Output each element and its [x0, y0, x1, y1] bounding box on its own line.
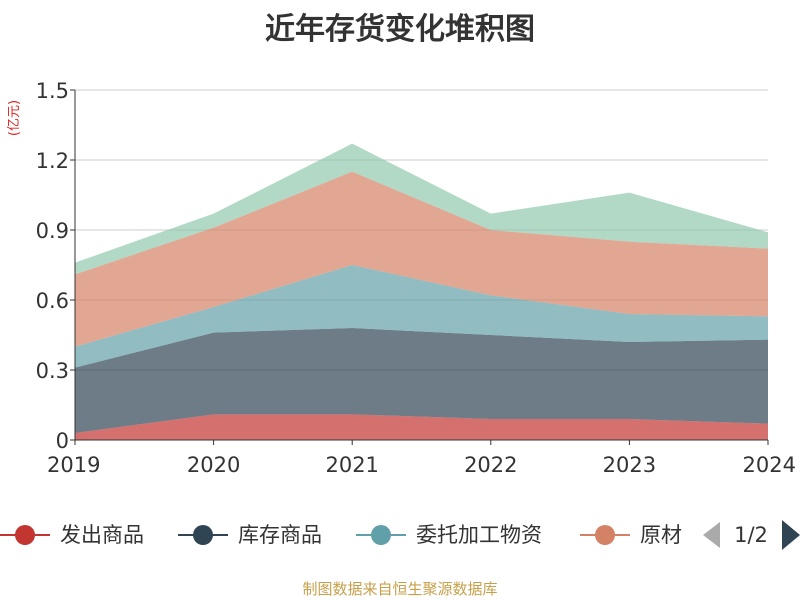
x-tick-label: 2021 [325, 453, 378, 477]
area-series-4 [75, 143, 768, 275]
data-source-note: 制图数据来自恒生聚源数据库 [302, 580, 498, 598]
legend-page-indicator: 1/2 [734, 523, 768, 547]
legend-marker-icon [193, 525, 213, 545]
x-tick-label: 2020 [187, 453, 240, 477]
x-tick-label: 2023 [603, 453, 656, 477]
legend-label: 委托加工物资 [416, 523, 542, 547]
legend-label: 库存商品 [238, 523, 322, 547]
area-2 [75, 265, 768, 368]
legend-marker-icon [595, 525, 615, 545]
legend-item[interactable]: 发出商品 [0, 523, 144, 547]
y-tick-label: 0.6 [36, 289, 69, 313]
legend: 发出商品 库存商品 委托加工物资 原材 1/2 [0, 520, 800, 550]
legend-label: 原材 [640, 523, 682, 547]
legend-item[interactable]: 委托加工物资 [356, 523, 542, 547]
area-1 [75, 328, 768, 433]
legend-item[interactable]: 原材 [580, 523, 682, 547]
x-tick-label: 2024 [743, 453, 796, 477]
y-axis-unit-label: (亿元) [7, 100, 22, 136]
y-tick-label: 0.9 [36, 219, 69, 243]
y-tick-label: 1.2 [36, 149, 69, 173]
area-series [75, 143, 768, 440]
area-3 [75, 171, 768, 347]
legend-item[interactable]: 库存商品 [178, 523, 322, 547]
x-tick-label: 2019 [47, 453, 100, 477]
x-tick-labels: 2019 2020 2021 2022 2023 2024 [47, 440, 796, 477]
chart-title: 近年存货变化堆积图 [265, 12, 535, 47]
area-0 [75, 414, 768, 440]
legend-marker-icon [371, 525, 391, 545]
y-tick-labels: 0 0.3 0.6 0.9 1.2 1.5 [36, 79, 75, 453]
triangle-left-icon[interactable] [703, 522, 720, 548]
y-tick-label: 0.3 [36, 359, 69, 383]
y-tick-label: 1.5 [36, 79, 69, 103]
y-tick-label: 0 [56, 429, 69, 453]
triangle-right-icon[interactable] [782, 520, 800, 550]
legend-label: 发出商品 [60, 523, 144, 547]
x-tick-label: 2022 [464, 453, 517, 477]
legend-marker-icon [15, 525, 35, 545]
axes [74, 90, 768, 441]
